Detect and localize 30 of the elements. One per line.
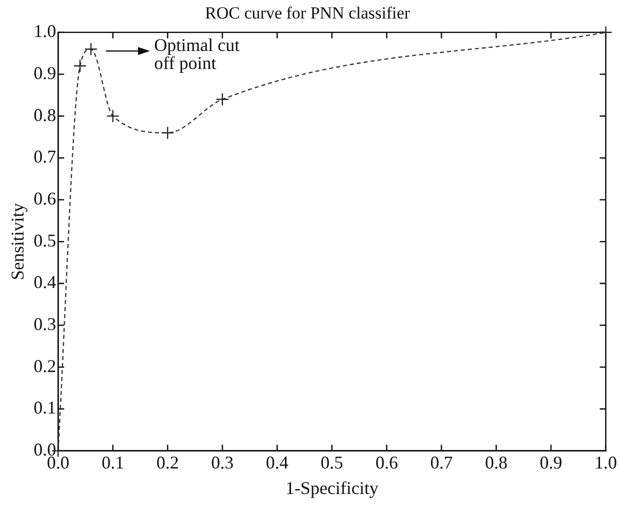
y-axis-title: Sensitivity — [8, 203, 28, 280]
x-tick-label: 0.1 — [102, 452, 124, 472]
x-tick-label: 1.0 — [594, 452, 617, 472]
x-axis-title: 1-Specificity — [285, 478, 378, 498]
y-tick-label: 0.8 — [34, 104, 56, 125]
y-tick-label: 0.2 — [34, 356, 56, 376]
x-tick-label: 0.5 — [320, 452, 344, 472]
point — [161, 126, 174, 140]
point — [216, 92, 229, 106]
x-tick-label: 0.4 — [266, 452, 288, 472]
y-tick-label: 0.3 — [34, 314, 56, 334]
y-tick-label: 0.6 — [34, 188, 56, 208]
point — [73, 59, 87, 72]
y-tick-label: 0.4 — [34, 272, 56, 292]
x-tick-label: 0.9 — [540, 452, 562, 472]
x-tick-label: 0.2 — [156, 452, 179, 472]
y-tick-label: 1.0 — [34, 21, 56, 42]
x-tick-label: 0.8 — [484, 452, 508, 472]
point — [84, 42, 98, 56]
point — [106, 109, 120, 123]
x-tick-label: 0.3 — [211, 452, 234, 472]
chart-title: ROC curve for PNN classifier — [205, 4, 410, 23]
annotation: Optimal cut off point — [154, 35, 241, 74]
point — [599, 26, 612, 39]
y-tick-label: 0.5 — [34, 230, 56, 250]
x-tick-label: 0.7 — [430, 452, 453, 472]
y-tick-label: 0.7 — [34, 146, 56, 167]
y-tick-label: 0.1 — [34, 398, 56, 418]
x-tick-label: 0.6 — [375, 452, 398, 472]
y-tick-label: 0.9 — [34, 62, 56, 83]
